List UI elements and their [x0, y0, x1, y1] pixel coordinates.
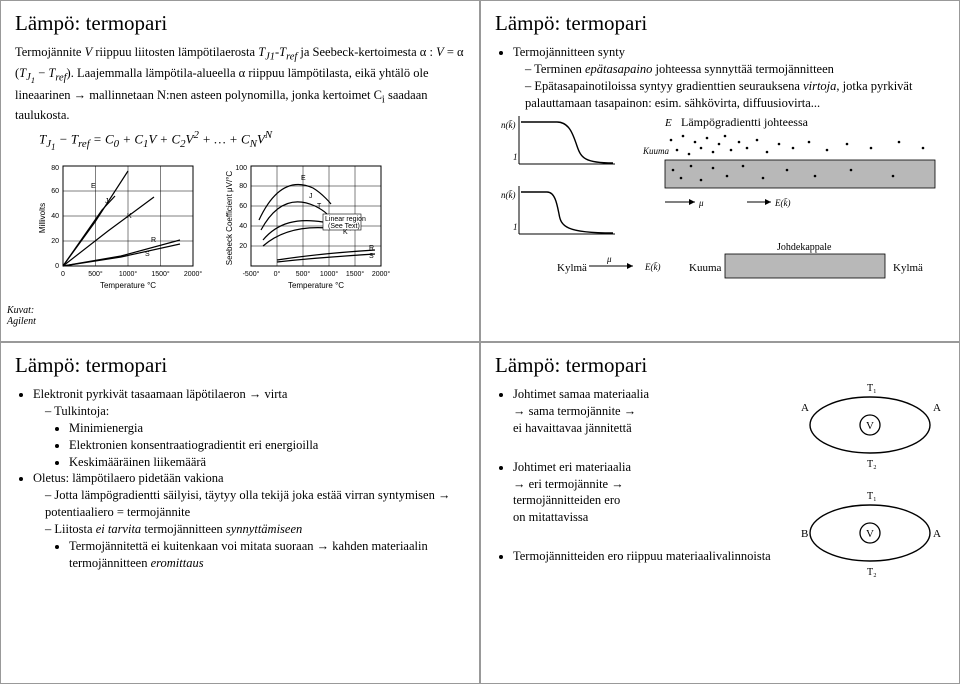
p4-b1: Johtimet samaa materiaalia→ sama termojä…: [513, 386, 785, 437]
svg-text:20: 20: [51, 238, 59, 245]
panel1-formula: TJ1 − Tref = C0 + C1V + C2V2 + … + CNVN: [39, 128, 465, 153]
panel4-body: Johtimet samaa materiaalia→ sama termojä…: [495, 386, 785, 565]
svg-text:K: K: [343, 229, 348, 236]
label-kuuma-1: Kuuma: [642, 146, 670, 156]
panel2-title: Lämpö: termopari: [495, 11, 945, 36]
svg-text:1: 1: [513, 152, 518, 162]
svg-text:1000°: 1000°: [320, 270, 339, 278]
svg-text:60: 60: [51, 188, 59, 195]
svg-text:100: 100: [235, 165, 247, 172]
svg-text:0: 0: [61, 271, 65, 278]
svg-text:-500°: -500°: [243, 270, 260, 278]
chart2: 20 40 60 80 100 -500° 0° 500° 1000° 1500…: [223, 160, 393, 290]
panel1-title: Lämpö: termopari: [15, 11, 465, 36]
p2-bullet1: Termojännitteen synty: [513, 44, 945, 61]
svg-text:40: 40: [239, 223, 247, 230]
chart1: 0 20 40 60 80 0 500° 1000° 1500° 2000°: [35, 160, 205, 290]
svg-text:A: A: [933, 528, 941, 540]
p4-b3: Termojännitteiden ero riippuu materiaali…: [513, 548, 785, 565]
panel-top-left: Lämpö: termopari Termojännite V riippuu …: [0, 0, 480, 342]
svg-text:Temperature °C: Temperature °C: [100, 281, 156, 290]
svg-text:0: 0: [55, 263, 59, 270]
p3-b2s2a: Termojännitettä ei kuitenkaan voi mitata…: [69, 538, 465, 572]
p4-b2: Johtimet eri materiaalia→ eri termojänni…: [513, 459, 785, 527]
panel3-body: Elektronit pyrkivät tasaamaan läpötilaer…: [15, 386, 465, 572]
svg-text:μ: μ: [698, 198, 704, 208]
label-kylma-2: Kylmä: [893, 262, 923, 274]
p2-sub1: Terminen epätasapaino johteessa synnyttä…: [525, 61, 945, 78]
label-johde: Johdekappale: [777, 242, 832, 253]
svg-text:μ: μ: [606, 254, 612, 264]
svg-text:2000°: 2000°: [184, 270, 203, 278]
svg-text:T₁: T₁: [867, 491, 877, 502]
svg-text:Seebeck Coefficient μV/°C: Seebeck Coefficient μV/°C: [225, 170, 234, 265]
label-E: E: [664, 117, 672, 129]
svg-text:1500°: 1500°: [346, 270, 365, 278]
svg-text:T₁: T₁: [867, 383, 877, 394]
panel1-para: Termojännite V riippuu liitosten lämpöti…: [15, 45, 464, 122]
p3-b1s1: Tulkintoja:: [45, 403, 465, 420]
svg-text:V: V: [866, 420, 874, 432]
svg-text:n(k̄): n(k̄): [501, 120, 516, 130]
label-grad: Lämpögradientti johteessa: [681, 115, 809, 129]
p4-diagram-1: V A A T₁ T₂: [795, 375, 945, 475]
svg-text:80: 80: [239, 183, 247, 190]
panel3-title: Lämpö: termopari: [15, 353, 465, 378]
panel-bottom-right: Lämpö: termopari Johtimet samaa materiaa…: [480, 342, 960, 684]
p2-diagrams: n(k̄) 1 E Lämpögradientti johteessa: [495, 116, 945, 296]
svg-text:T₂: T₂: [867, 567, 877, 578]
svg-text:S: S: [369, 253, 374, 260]
p3-b1s1a: Minimienergia: [69, 420, 465, 437]
svg-text:1000°: 1000°: [119, 270, 138, 278]
svg-text:n(k̄): n(k̄): [501, 190, 516, 200]
svg-text:A: A: [801, 402, 809, 414]
p3-b1s1c: Keskimääräinen liikemäärä: [69, 454, 465, 471]
svg-text:E(k̄): E(k̄): [644, 262, 661, 272]
panel1-charts: 0 20 40 60 80 0 500° 1000° 1500° 2000°: [35, 160, 465, 290]
p3-b1s1b: Elektronien konsentraatiogradientit eri …: [69, 437, 465, 454]
svg-text:T₂: T₂: [867, 459, 877, 470]
svg-text:20: 20: [239, 243, 247, 250]
svg-text:Temperature °C: Temperature °C: [288, 281, 344, 290]
p3-b2: Oletus: lämpötilaero pidetään vakiona: [33, 470, 465, 487]
panel2-body: Termojännitteen synty Terminen epätasapa…: [495, 44, 945, 112]
panel-bottom-left: Lämpö: termopari Elektronit pyrkivät tas…: [0, 342, 480, 684]
p3-b2s2: Liitosta ei tarvita termojännitteen synn…: [45, 521, 465, 538]
svg-text:S: S: [145, 251, 150, 258]
svg-text:500°: 500°: [88, 270, 103, 278]
page-grid: Lämpö: termopari Termojännite V riippuu …: [0, 0, 960, 684]
svg-text:1500°: 1500°: [151, 270, 170, 278]
p3-b2s1: Jotta lämpögradientti säilyisi, täytyy o…: [45, 487, 465, 521]
svg-text:Linear region: Linear region: [325, 216, 366, 223]
svg-text:40: 40: [51, 213, 59, 220]
svg-text:0°: 0°: [274, 270, 281, 278]
label-kuuma-2: Kuuma: [689, 262, 722, 274]
svg-text:E: E: [91, 183, 96, 190]
p3-b1: Elektronit pyrkivät tasaamaan läpötilaer…: [33, 386, 465, 403]
svg-text:E(k̄): E(k̄): [774, 198, 791, 208]
svg-text:K: K: [127, 213, 132, 220]
svg-text:V: V: [866, 528, 874, 540]
svg-text:R: R: [151, 237, 156, 244]
svg-text:J: J: [309, 193, 313, 200]
svg-text:B: B: [801, 528, 808, 540]
svg-text:J: J: [105, 198, 109, 205]
kuvat-label: Kuvat:Agilent: [7, 305, 36, 327]
svg-text:A: A: [933, 402, 941, 414]
svg-text:500°: 500°: [296, 270, 311, 278]
svg-text:60: 60: [239, 203, 247, 210]
p2-svg: n(k̄) 1 E Lämpögradientti johteessa: [495, 106, 955, 326]
svg-text:E: E: [301, 175, 306, 182]
svg-text:1: 1: [513, 222, 518, 232]
svg-text:T: T: [317, 203, 322, 210]
svg-text:80: 80: [51, 165, 59, 172]
svg-text:2000°: 2000°: [372, 270, 391, 278]
label-kylma-1: Kylmä: [557, 262, 587, 274]
svg-text:Millivolts: Millivolts: [38, 202, 47, 232]
p4-diagram-2: V B A T₁ T₂: [795, 483, 945, 583]
svg-text:R: R: [369, 245, 374, 252]
panel-top-right: Lämpö: termopari Termojännitteen synty T…: [480, 0, 960, 342]
panel1-body: Termojännite V riippuu liitosten lämpöti…: [15, 44, 465, 154]
